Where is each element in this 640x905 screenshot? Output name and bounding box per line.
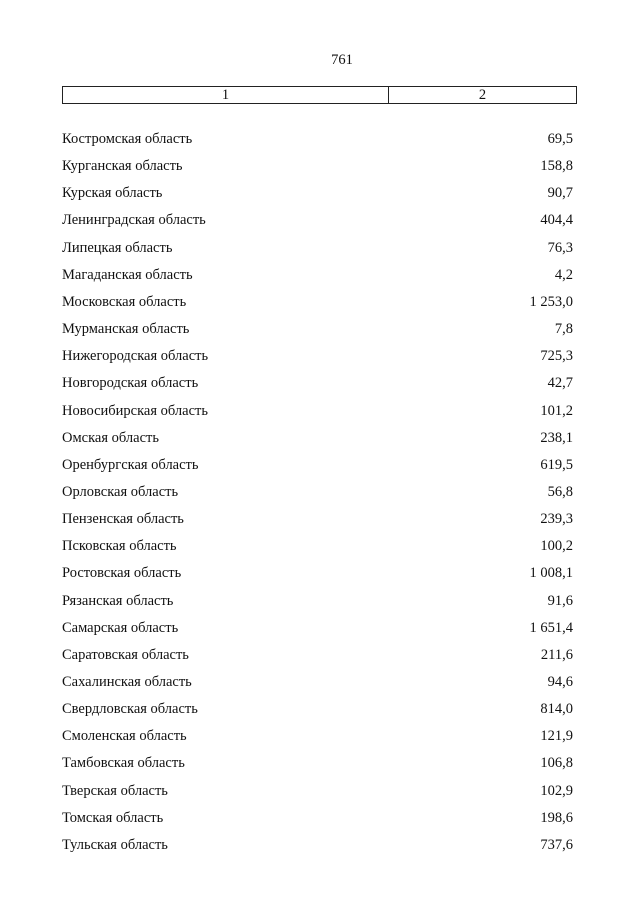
region-name: Мурманская область — [62, 321, 190, 338]
region-value: 106,8 — [540, 755, 573, 772]
region-name: Омская область — [62, 429, 159, 446]
region-value: 239,3 — [540, 511, 573, 528]
region-value: 158,8 — [540, 158, 573, 175]
region-value: 121,9 — [540, 728, 573, 745]
region-name: Самарская область — [62, 619, 179, 636]
region-name: Новосибирская область — [62, 402, 208, 419]
region-value: 94,6 — [547, 674, 573, 690]
region-value: 814,0 — [540, 701, 573, 718]
region-name: Орловская область — [62, 483, 179, 500]
region-value: 91,6 — [547, 592, 573, 609]
region-name: Московская область — [62, 293, 187, 310]
region-value: 7,8 — [554, 321, 573, 338]
region-value: 1 253,0 — [529, 293, 574, 310]
region-value: 56,8 — [547, 483, 573, 500]
region-value: 69,5 — [547, 131, 573, 147]
region-name: Томская область — [62, 809, 164, 826]
region-name: Ленинградская область — [62, 212, 206, 229]
region-value: 42,7 — [547, 375, 573, 392]
region-name: Нижегородская область — [62, 348, 209, 365]
region-value: 737,6 — [540, 836, 573, 853]
region-name: Ростовская область — [62, 565, 182, 582]
region-name: Тульская область — [62, 836, 168, 853]
region-value: 404,4 — [540, 212, 573, 229]
region-name: Липецкая область — [62, 239, 173, 256]
region-value: 211,6 — [540, 646, 573, 663]
region-name: Тверская область — [62, 782, 168, 799]
region-name: Саратовская область — [62, 646, 189, 663]
page-number: 761 — [331, 52, 353, 68]
region-value: 238,1 — [540, 429, 573, 446]
region-name: Рязанская область — [62, 592, 174, 609]
region-name: Оренбургская область — [62, 456, 199, 473]
region-value: 1 008,1 — [529, 565, 574, 582]
header-cell: 1 — [63, 87, 389, 103]
region-name: Костромская область — [62, 131, 193, 147]
region-name: Тамбовская область — [62, 755, 185, 772]
region-value: 90,7 — [547, 185, 573, 202]
region-value: 101,2 — [540, 402, 573, 419]
region-value: 1 651,4 — [529, 619, 574, 636]
region-name: Пензенская область — [62, 511, 184, 528]
header-cell: 2 — [478, 87, 487, 103]
table-header: 1 2 — [62, 86, 577, 104]
region-name: Смоленская область — [62, 728, 187, 745]
region-value: 76,3 — [547, 239, 573, 256]
region-value: 198,6 — [540, 809, 573, 826]
region-name: Курганская область — [62, 158, 183, 175]
region-value: 619,5 — [540, 456, 573, 473]
region-name: Сахалинская область — [62, 674, 192, 690]
region-name: Магаданская область — [62, 266, 193, 283]
region-value: 4,2 — [554, 266, 573, 283]
region-name: Свердловская область — [62, 701, 198, 718]
region-value: 102,9 — [540, 782, 573, 799]
region-name: Псковская область — [62, 538, 177, 555]
region-name: Курская область — [62, 185, 163, 202]
region-name: Новгородская область — [62, 375, 199, 392]
region-value: 100,2 — [540, 538, 573, 555]
region-value: 725,3 — [540, 348, 573, 365]
